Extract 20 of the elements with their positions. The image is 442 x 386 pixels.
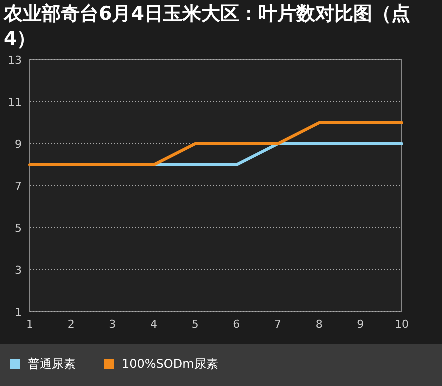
y-tick-label: 13 bbox=[8, 54, 22, 67]
y-tick-label: 9 bbox=[15, 138, 22, 151]
x-tick-label: 9 bbox=[357, 318, 364, 331]
x-tick-label: 1 bbox=[26, 318, 34, 331]
x-tick-label: 8 bbox=[316, 318, 323, 331]
y-tick-label: 1 bbox=[15, 306, 22, 319]
legend-label: 普通尿素 bbox=[28, 357, 76, 371]
legend-label: 100%SODm尿素 bbox=[122, 357, 218, 371]
y-tick-label: 11 bbox=[8, 96, 22, 109]
x-tick-label: 2 bbox=[68, 318, 75, 331]
y-tick-label: 5 bbox=[15, 222, 22, 235]
y-tick-label: 7 bbox=[15, 180, 22, 193]
x-tick-label: 6 bbox=[233, 318, 240, 331]
x-tick-label: 5 bbox=[192, 318, 199, 331]
y-tick-label: 3 bbox=[15, 264, 22, 277]
x-tick-label: 10 bbox=[395, 318, 409, 331]
x-tick-label: 3 bbox=[109, 318, 116, 331]
x-tick-label: 4 bbox=[150, 318, 158, 331]
x-tick-label: 7 bbox=[274, 318, 282, 331]
chart-title: 农业部奇台6月4日玉米大区：叶片数对比图（点4） bbox=[4, 2, 412, 52]
